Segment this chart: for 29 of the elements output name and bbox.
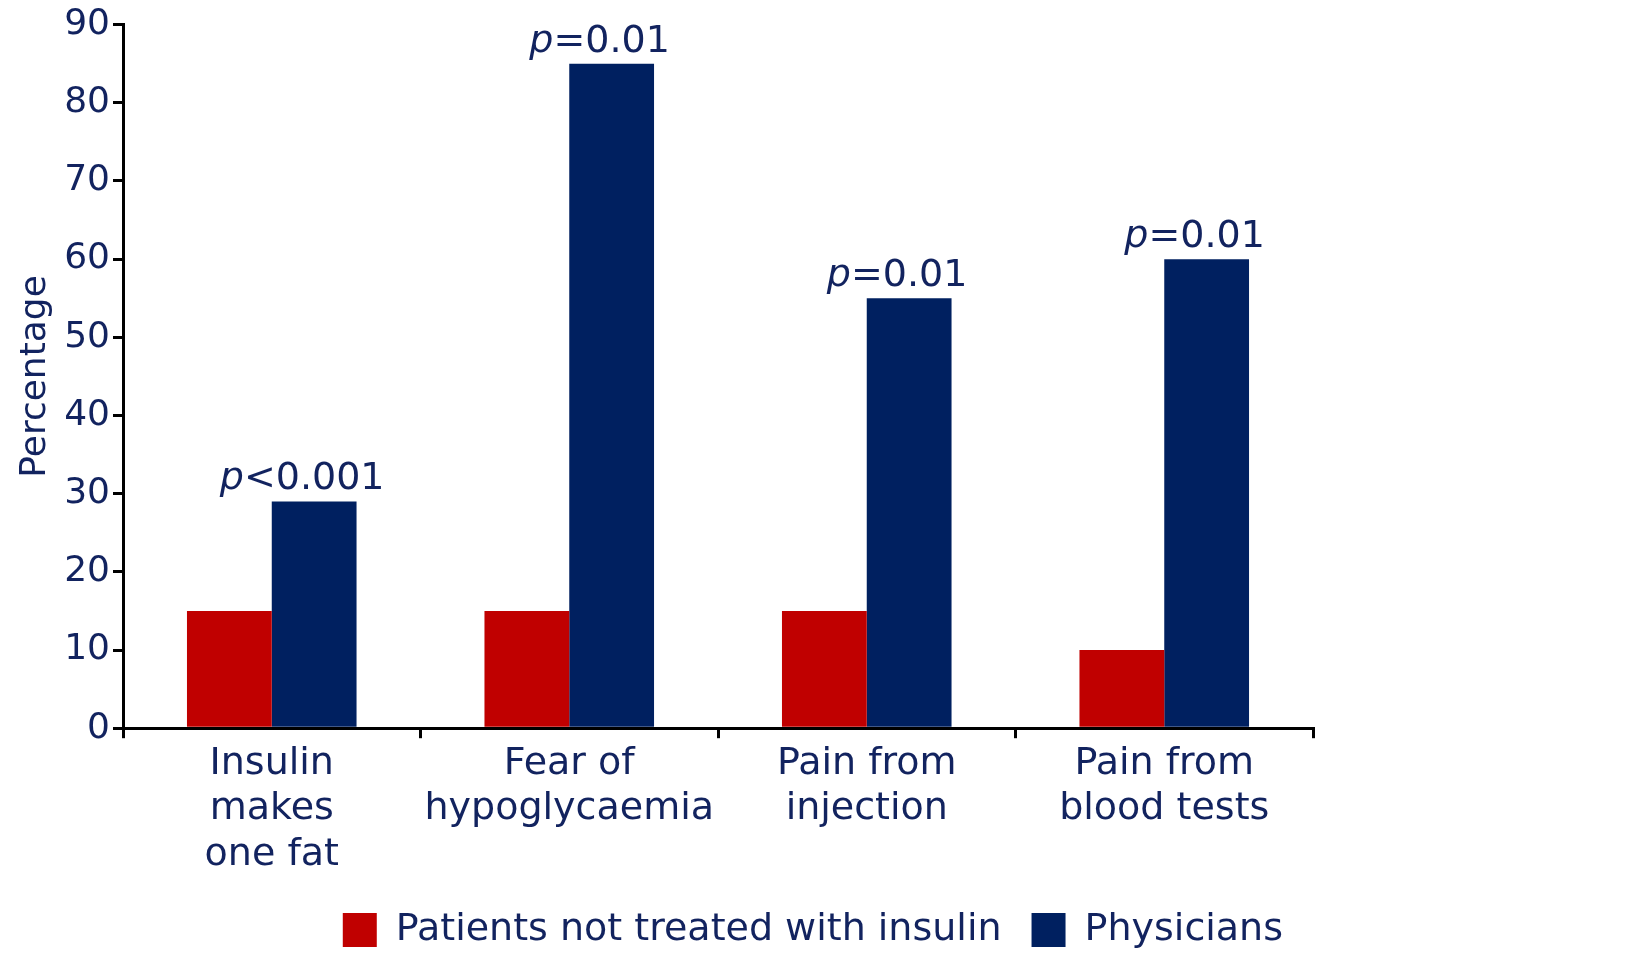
x-tick-label: Fear of hypoglycaemia bbox=[424, 738, 715, 829]
bar bbox=[186, 610, 272, 727]
y-tick-label: 90 bbox=[64, 0, 111, 42]
y-axis-title: Percentage bbox=[11, 275, 53, 478]
y-tick-label: 60 bbox=[64, 235, 111, 277]
y-tick-label: 80 bbox=[64, 79, 111, 121]
y-tick-label: 20 bbox=[64, 548, 111, 590]
x-tick-label: Pain from injection bbox=[776, 738, 957, 829]
y-tick-label: 10 bbox=[64, 626, 111, 668]
bar bbox=[781, 610, 867, 727]
annotation: p<0.001 bbox=[218, 454, 385, 499]
annotation: p=0.01 bbox=[528, 16, 670, 61]
x-tick-label: Pain from blood tests bbox=[1059, 738, 1270, 829]
bar bbox=[1079, 650, 1165, 727]
y-tick-label: 50 bbox=[64, 313, 111, 355]
x-tick-label: Insulin makes one fat bbox=[204, 738, 339, 875]
annotation: p=0.01 bbox=[1123, 212, 1265, 257]
legend-label: Physicians bbox=[1084, 904, 1284, 949]
annotation: p=0.01 bbox=[825, 251, 968, 296]
legend-label: Patients not treated with insulin bbox=[395, 904, 1002, 949]
y-tick-label: 30 bbox=[64, 470, 111, 512]
bar bbox=[866, 298, 952, 727]
bar bbox=[1164, 259, 1250, 727]
bar bbox=[569, 63, 655, 727]
bar bbox=[271, 501, 357, 727]
y-tick-label: 70 bbox=[64, 157, 111, 199]
y-tick-label: 40 bbox=[64, 391, 111, 433]
y-tick-label: 0 bbox=[87, 704, 111, 746]
bar bbox=[484, 610, 570, 727]
